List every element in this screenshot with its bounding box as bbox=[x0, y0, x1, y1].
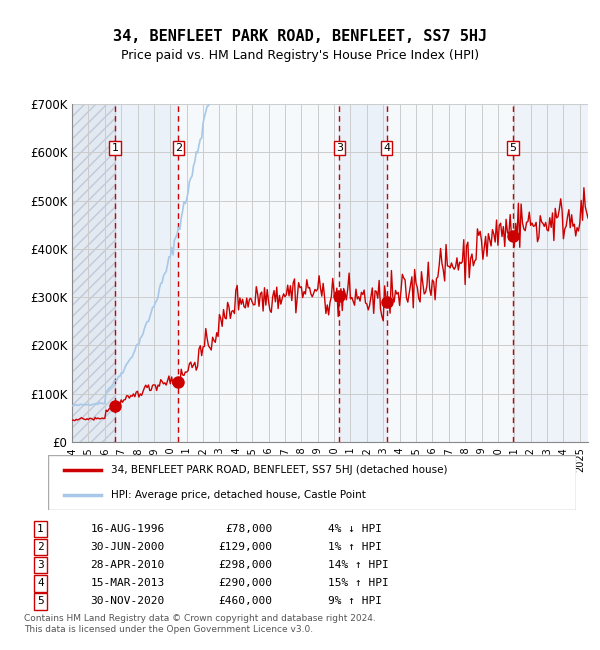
Text: Contains HM Land Registry data © Crown copyright and database right 2024.
This d: Contains HM Land Registry data © Crown c… bbox=[24, 614, 376, 634]
Text: 28-APR-2010: 28-APR-2010 bbox=[90, 560, 164, 570]
Text: 4: 4 bbox=[37, 578, 44, 588]
Bar bbox=[72, 104, 115, 442]
Text: £460,000: £460,000 bbox=[218, 597, 272, 606]
Text: 9% ↑ HPI: 9% ↑ HPI bbox=[328, 597, 382, 606]
Text: 34, BENFLEET PARK ROAD, BENFLEET, SS7 5HJ (detached house): 34, BENFLEET PARK ROAD, BENFLEET, SS7 5H… bbox=[112, 465, 448, 475]
Bar bbox=[386, 104, 513, 442]
Text: 15% ↑ HPI: 15% ↑ HPI bbox=[328, 578, 388, 588]
Bar bbox=[513, 104, 596, 442]
Text: £129,000: £129,000 bbox=[218, 542, 272, 552]
Text: 1: 1 bbox=[37, 524, 44, 534]
Text: 15-MAR-2013: 15-MAR-2013 bbox=[90, 578, 164, 588]
FancyBboxPatch shape bbox=[48, 455, 576, 510]
Bar bbox=[115, 104, 178, 442]
Text: 1: 1 bbox=[112, 143, 118, 153]
Text: 14% ↑ HPI: 14% ↑ HPI bbox=[328, 560, 388, 570]
Text: HPI: Average price, detached house, Castle Point: HPI: Average price, detached house, Cast… bbox=[112, 490, 366, 500]
Bar bbox=[72, 104, 115, 442]
Text: 30-JUN-2000: 30-JUN-2000 bbox=[90, 542, 164, 552]
Text: 16-AUG-1996: 16-AUG-1996 bbox=[90, 524, 164, 534]
Text: 3: 3 bbox=[37, 560, 44, 570]
Text: 1% ↑ HPI: 1% ↑ HPI bbox=[328, 542, 382, 552]
Text: 5: 5 bbox=[37, 597, 44, 606]
Bar bbox=[340, 104, 386, 442]
Text: £290,000: £290,000 bbox=[218, 578, 272, 588]
Text: 4: 4 bbox=[383, 143, 390, 153]
Text: Price paid vs. HM Land Registry's House Price Index (HPI): Price paid vs. HM Land Registry's House … bbox=[121, 49, 479, 62]
Text: 34, BENFLEET PARK ROAD, BENFLEET, SS7 5HJ: 34, BENFLEET PARK ROAD, BENFLEET, SS7 5H… bbox=[113, 29, 487, 44]
Text: 30-NOV-2020: 30-NOV-2020 bbox=[90, 597, 164, 606]
Text: £298,000: £298,000 bbox=[218, 560, 272, 570]
Text: 5: 5 bbox=[509, 143, 517, 153]
Text: 3: 3 bbox=[336, 143, 343, 153]
Text: 2: 2 bbox=[175, 143, 182, 153]
Text: 2: 2 bbox=[37, 542, 44, 552]
Text: £78,000: £78,000 bbox=[225, 524, 272, 534]
Bar bbox=[178, 104, 340, 442]
Text: 4% ↓ HPI: 4% ↓ HPI bbox=[328, 524, 382, 534]
